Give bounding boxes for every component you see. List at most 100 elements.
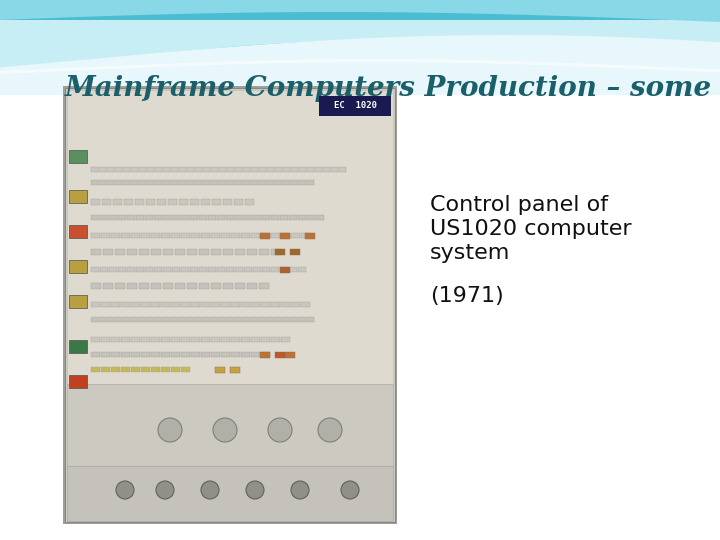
Bar [135, 199, 144, 205]
Bar [251, 167, 258, 172]
Bar [211, 283, 221, 289]
Bar [123, 317, 130, 322]
Bar [107, 167, 114, 172]
Bar [146, 199, 155, 205]
Bar [221, 302, 230, 307]
Bar [171, 180, 178, 185]
Bar [217, 215, 225, 220]
Bar [219, 180, 226, 185]
Bar [190, 267, 198, 272]
Bar [339, 167, 346, 172]
Bar [171, 367, 180, 372]
Bar [241, 337, 250, 342]
Bar [155, 167, 162, 172]
Circle shape [246, 481, 264, 499]
Circle shape [318, 418, 342, 442]
Bar [261, 352, 270, 357]
Bar [203, 167, 210, 172]
Bar [243, 167, 250, 172]
Bar [195, 317, 202, 322]
Bar [299, 317, 306, 322]
Bar [267, 180, 274, 185]
Bar [247, 283, 257, 289]
Bar [217, 267, 225, 272]
Bar [211, 249, 221, 255]
Bar [235, 267, 243, 272]
Bar [234, 199, 243, 205]
Bar [231, 352, 240, 357]
Bar [307, 215, 315, 220]
Bar [319, 96, 391, 116]
Circle shape [156, 481, 174, 499]
Bar [123, 180, 130, 185]
Bar [151, 337, 160, 342]
Bar [299, 167, 306, 172]
Bar [121, 352, 130, 357]
Bar [211, 167, 218, 172]
Polygon shape [0, 0, 720, 76]
Bar [69, 260, 87, 273]
Bar [69, 150, 87, 163]
Bar [136, 215, 144, 220]
Bar [260, 352, 270, 358]
Bar [223, 283, 233, 289]
Bar [101, 367, 110, 372]
Bar [99, 317, 106, 322]
Bar [91, 233, 100, 238]
Bar [91, 199, 100, 205]
Bar [275, 317, 282, 322]
Bar [118, 215, 126, 220]
Bar [199, 249, 209, 255]
Bar [91, 367, 100, 372]
Bar [147, 167, 154, 172]
Bar [102, 199, 111, 205]
Bar [181, 233, 190, 238]
Bar [291, 167, 298, 172]
Bar [131, 233, 140, 238]
Bar [307, 317, 314, 322]
Bar [203, 180, 210, 185]
Bar [211, 233, 220, 238]
Bar [190, 215, 198, 220]
Bar [115, 317, 122, 322]
Circle shape [201, 481, 219, 499]
Bar [244, 267, 252, 272]
Bar [99, 167, 106, 172]
Bar [179, 317, 186, 322]
Bar [127, 283, 137, 289]
Circle shape [116, 481, 134, 499]
Bar [219, 167, 226, 172]
Bar [163, 317, 170, 322]
Bar [259, 249, 269, 255]
Bar [244, 215, 252, 220]
Bar [271, 215, 279, 220]
Bar [267, 167, 274, 172]
Bar [231, 233, 240, 238]
Bar [67, 466, 393, 521]
Bar [175, 249, 185, 255]
Bar [163, 249, 173, 255]
Bar [141, 352, 150, 357]
Bar [275, 249, 285, 255]
Bar [163, 215, 171, 220]
Bar [115, 180, 122, 185]
Bar [145, 215, 153, 220]
Bar [171, 317, 178, 322]
Circle shape [268, 418, 292, 442]
Bar [201, 199, 210, 205]
Bar [107, 317, 114, 322]
Bar [147, 317, 154, 322]
Bar [131, 180, 138, 185]
Bar [100, 267, 108, 272]
Bar [181, 337, 190, 342]
Bar [271, 302, 280, 307]
Bar [63, 86, 397, 524]
Bar [226, 215, 234, 220]
Bar [107, 180, 114, 185]
Bar [251, 337, 260, 342]
Bar [147, 180, 154, 185]
Bar [195, 180, 202, 185]
Bar [163, 180, 170, 185]
Bar [191, 302, 200, 307]
Circle shape [213, 418, 237, 442]
